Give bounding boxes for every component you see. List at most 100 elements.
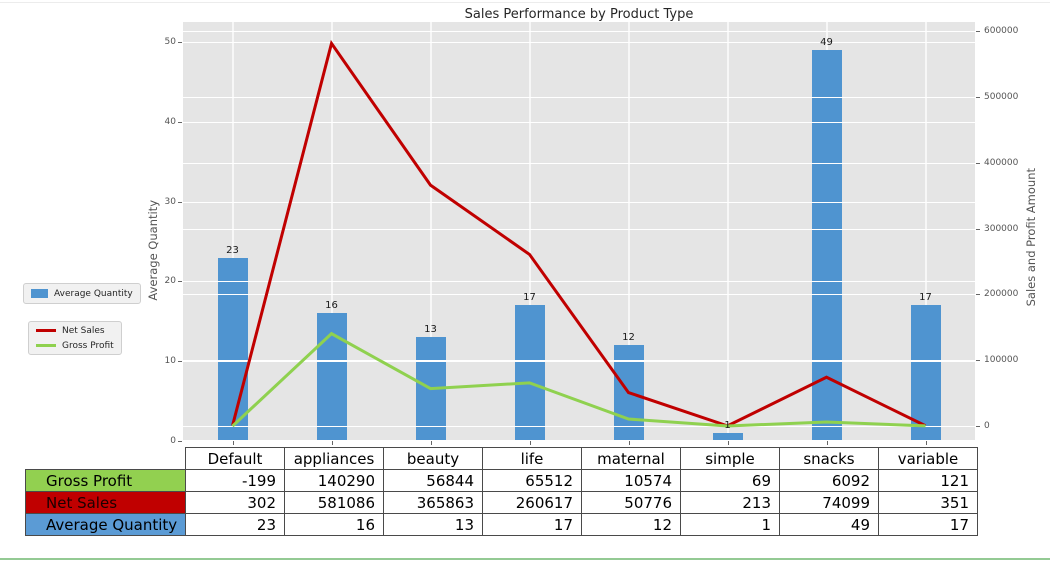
bar-Default bbox=[217, 257, 248, 441]
bar-value-label: 23 bbox=[226, 244, 239, 256]
legend-item-gross-profit: Gross Profit bbox=[36, 341, 114, 351]
x-tick-mark bbox=[331, 441, 333, 445]
right-tick-mark bbox=[976, 96, 980, 98]
table-cell: 12 bbox=[581, 513, 681, 536]
left-tick-mark bbox=[178, 42, 182, 44]
bottom-divider bbox=[0, 558, 1050, 560]
table-cell: 74099 bbox=[779, 491, 879, 514]
table-cell: 365863 bbox=[383, 491, 483, 514]
bar-value-label: 49 bbox=[820, 37, 833, 49]
right-tick-mark bbox=[976, 31, 980, 32]
right-y-axis-label: Sales and Profit Amount bbox=[1024, 168, 1038, 307]
top-divider bbox=[0, 2, 1050, 3]
right-tick-label: 100000 bbox=[984, 355, 1019, 366]
right-tick-label: 400000 bbox=[984, 157, 1019, 168]
table-cell: 13 bbox=[383, 513, 483, 536]
table-cell: 23 bbox=[185, 513, 285, 536]
legend-patch-icon bbox=[31, 289, 48, 298]
left-tick-label: 20 bbox=[164, 276, 176, 287]
left-tick-label: 10 bbox=[164, 356, 176, 367]
legend-label: Net Sales bbox=[62, 325, 105, 336]
legend-line-icon bbox=[36, 344, 56, 347]
legend-label: Average Quantity bbox=[54, 288, 133, 299]
h-gridline-right bbox=[183, 228, 975, 230]
x-tick-mark bbox=[628, 441, 630, 445]
vertical-gridline bbox=[924, 22, 927, 441]
table-cell: 140290 bbox=[284, 469, 384, 492]
vertical-gridline bbox=[627, 22, 630, 441]
left-tick-label: 50 bbox=[164, 37, 176, 48]
right-tick-label: 600000 bbox=[984, 26, 1019, 36]
line-net-sales bbox=[231, 39, 927, 428]
table-cell: 16 bbox=[284, 513, 384, 536]
h-gridline-right bbox=[183, 162, 975, 164]
table-row-label-gross-profit: Gross Profit bbox=[25, 469, 186, 492]
table-row: Average Quantity 23 16 13 17 12 1 49 17 bbox=[25, 513, 978, 536]
table-cell: 56844 bbox=[383, 469, 483, 492]
plot-area: 23 16 13 17 12 1 49 17 bbox=[183, 22, 975, 441]
h-gridline-left bbox=[183, 361, 975, 363]
x-tick-mark bbox=[430, 441, 432, 445]
table-column-header-beauty: beauty bbox=[383, 447, 483, 470]
h-gridline-left bbox=[183, 281, 975, 283]
table-cell: 17 bbox=[482, 513, 582, 536]
table-row-label-net-sales: Net Sales bbox=[25, 491, 186, 514]
right-tick-mark bbox=[976, 426, 980, 427]
left-tick-label: 0 bbox=[170, 436, 176, 446]
table-column-header-maternal: maternal bbox=[581, 447, 681, 470]
x-tick-mark bbox=[727, 441, 729, 445]
vertical-gridline bbox=[528, 22, 531, 441]
left-tick-mark bbox=[178, 361, 182, 363]
legend-average-quantity: Average Quantity bbox=[23, 283, 141, 304]
table-cell: 10574 bbox=[581, 469, 681, 492]
vertical-gridline bbox=[429, 22, 432, 441]
bar-variable bbox=[910, 305, 941, 441]
left-tick-mark bbox=[178, 441, 182, 442]
right-tick-label: 500000 bbox=[984, 91, 1019, 102]
table-column-header-life: life bbox=[482, 447, 582, 470]
right-tick-label: 200000 bbox=[984, 289, 1019, 300]
chart-title: Sales Performance by Product Type bbox=[464, 7, 694, 22]
h-gridline-right bbox=[183, 31, 975, 32]
table-cell: 65512 bbox=[482, 469, 582, 492]
vertical-gridline bbox=[726, 22, 729, 441]
bar-value-label: 16 bbox=[325, 300, 338, 312]
right-tick-label: 300000 bbox=[984, 223, 1019, 234]
table-cell: 121 bbox=[878, 469, 978, 492]
x-tick-mark bbox=[529, 441, 531, 445]
right-tick-mark bbox=[976, 162, 980, 164]
table-cell: 49 bbox=[779, 513, 879, 536]
table-cell: 69 bbox=[680, 469, 780, 492]
table-cell: 213 bbox=[680, 491, 780, 514]
vertical-gridline bbox=[330, 22, 333, 441]
left-tick-mark bbox=[178, 281, 182, 283]
h-gridline-right bbox=[183, 426, 975, 427]
table-cell: 6092 bbox=[779, 469, 879, 492]
x-tick-mark bbox=[232, 441, 234, 445]
table-cell: 351 bbox=[878, 491, 978, 514]
bar-value-label: 17 bbox=[523, 292, 536, 304]
bar-value-label: 13 bbox=[424, 324, 437, 336]
left-tick-label: 40 bbox=[164, 116, 176, 127]
table-column-header-default: Default bbox=[185, 447, 285, 470]
table-corner-cell bbox=[26, 448, 186, 470]
table-cell: 581086 bbox=[284, 491, 384, 514]
table-cell: 50776 bbox=[581, 491, 681, 514]
table-column-header-variable: variable bbox=[878, 447, 978, 470]
right-tick-mark bbox=[976, 228, 980, 230]
table-cell: 17 bbox=[878, 513, 978, 536]
table-cell: 302 bbox=[185, 491, 285, 514]
table-column-header-simple: simple bbox=[680, 447, 780, 470]
x-tick-mark bbox=[925, 441, 927, 445]
legend-lines: Net Sales Gross Profit bbox=[28, 321, 122, 355]
h-gridline-right bbox=[183, 96, 975, 98]
bar-value-label: 17 bbox=[919, 292, 932, 304]
table-row-label-average-quantity: Average Quantity bbox=[25, 513, 186, 536]
right-tick-mark bbox=[976, 360, 980, 362]
table-row: Gross Profit -199 140290 56844 65512 10574 69 6… bbox=[25, 469, 978, 492]
h-gridline-right bbox=[183, 360, 975, 362]
left-tick-mark bbox=[178, 121, 182, 123]
right-tick-mark bbox=[976, 294, 980, 296]
right-tick-label: 0 bbox=[984, 421, 990, 431]
